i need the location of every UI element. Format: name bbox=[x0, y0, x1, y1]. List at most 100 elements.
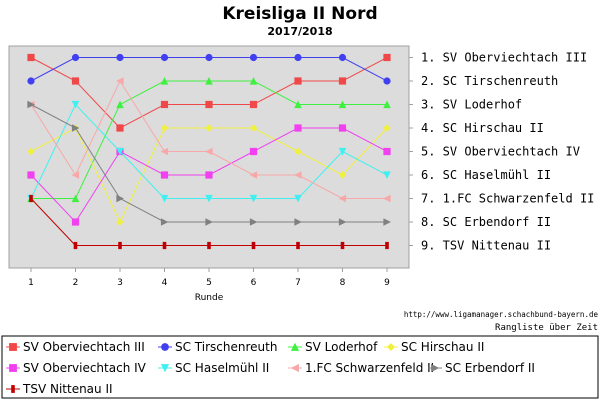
legend-item: TSV Nittenau II bbox=[6, 382, 113, 396]
legend-marker bbox=[290, 342, 300, 351]
rank-label: 8. SC Erbendorf II bbox=[421, 215, 551, 229]
series-point bbox=[160, 124, 169, 132]
series-point bbox=[71, 171, 80, 179]
series-point bbox=[160, 194, 169, 203]
series-point bbox=[116, 218, 124, 226]
series-point bbox=[71, 77, 80, 85]
series-point bbox=[27, 100, 35, 109]
rank-label: 5. SV Oberviechtach IV bbox=[421, 145, 580, 159]
rank-label: 2. SC Tirschenreuth bbox=[421, 74, 558, 88]
series-point bbox=[29, 194, 33, 203]
source-url: http://www.ligamanager.schachbund-bayern… bbox=[404, 310, 599, 319]
series-point bbox=[383, 171, 391, 179]
series-point bbox=[205, 194, 213, 203]
legend-marker bbox=[11, 385, 15, 393]
series-point bbox=[205, 124, 213, 132]
series-point bbox=[160, 218, 169, 226]
rank-label: 4. SC Hirschau II bbox=[421, 121, 544, 135]
series-point bbox=[116, 53, 124, 62]
x-tick-label: 3 bbox=[117, 278, 123, 288]
series-point bbox=[205, 147, 213, 156]
chart-note: Rangliste über Zeit bbox=[495, 323, 598, 333]
x-tick-label: 8 bbox=[340, 278, 346, 288]
legend-label: 1.FC Schwarzenfeld II bbox=[305, 361, 434, 375]
x-tick-label: 6 bbox=[251, 278, 257, 288]
series-point bbox=[27, 147, 35, 156]
series-point bbox=[383, 53, 391, 62]
series-point bbox=[294, 77, 302, 85]
legend-marker bbox=[431, 363, 440, 373]
series-point bbox=[294, 194, 302, 203]
x-tick-label: 1 bbox=[28, 278, 34, 288]
series-point bbox=[338, 77, 347, 85]
series-point bbox=[249, 171, 258, 179]
series-point bbox=[383, 77, 391, 85]
series-point bbox=[294, 100, 302, 109]
legend-item: SV Oberviechtach III bbox=[6, 340, 145, 354]
series-point bbox=[385, 241, 389, 250]
series-point bbox=[383, 124, 391, 132]
legend-box bbox=[1, 335, 599, 399]
legend-label: SC Hirschau II bbox=[401, 340, 484, 354]
rank-label: 1. SV Oberviechtach III bbox=[421, 51, 587, 65]
legend-marker bbox=[160, 364, 170, 373]
series-point bbox=[383, 100, 391, 109]
series-point bbox=[118, 241, 122, 250]
series-group bbox=[27, 77, 391, 203]
x-tick-label: 5 bbox=[206, 278, 212, 288]
x-tick-label: 9 bbox=[384, 278, 390, 288]
legend-item: SC Haselmühl II bbox=[158, 361, 269, 375]
series-point bbox=[27, 171, 35, 179]
series-point bbox=[116, 77, 124, 85]
series-point bbox=[205, 100, 213, 109]
series-group bbox=[29, 194, 389, 250]
series-point bbox=[249, 124, 258, 132]
series-point bbox=[251, 241, 256, 250]
legend-label: SC Tirschenreuth bbox=[175, 340, 277, 354]
series-point bbox=[249, 147, 258, 156]
legend-marker bbox=[386, 342, 396, 352]
series-point bbox=[205, 171, 213, 179]
series-point bbox=[205, 53, 213, 62]
series-point bbox=[160, 171, 169, 179]
series-point bbox=[249, 218, 258, 226]
series-point bbox=[338, 218, 347, 226]
series-group bbox=[27, 100, 391, 203]
chart-title: Kreisliga II Nord bbox=[222, 4, 377, 24]
legend-item: SC Tirschenreuth bbox=[158, 340, 277, 354]
rank-axis: 1. SV Oberviechtach III 2. SC Tirschenreu… bbox=[408, 46, 594, 268]
series-point bbox=[294, 218, 302, 226]
legend-label: TSV Nittenau II bbox=[22, 382, 113, 396]
legend-item: 1.FC Schwarzenfeld II bbox=[288, 361, 434, 375]
series-point bbox=[205, 218, 213, 226]
series-point bbox=[205, 77, 213, 85]
series-point bbox=[294, 171, 302, 179]
series-point bbox=[207, 241, 211, 250]
series-point bbox=[116, 124, 124, 132]
series-point bbox=[160, 100, 169, 109]
legend-item: SC Erbendorf II bbox=[428, 361, 535, 375]
series-group bbox=[27, 53, 391, 85]
chart-subtitle: 2017/2018 bbox=[267, 25, 332, 38]
series-point bbox=[116, 100, 124, 109]
x-axis-label: Runde bbox=[195, 293, 224, 303]
x-tick-label: 2 bbox=[73, 278, 79, 288]
series-point bbox=[71, 194, 80, 203]
legend-marker bbox=[161, 343, 169, 351]
legend-label: SC Haselmühl II bbox=[175, 361, 269, 375]
legend: SV Oberviechtach III SC Tirschenreuth SV L… bbox=[6, 340, 535, 396]
series-group bbox=[27, 100, 391, 226]
rank-label: 3. SV Loderhof bbox=[421, 98, 522, 112]
series-point bbox=[383, 218, 391, 226]
legend-marker bbox=[9, 364, 17, 372]
series-point bbox=[116, 147, 124, 156]
series-point bbox=[383, 147, 391, 156]
rank-label: 6. SC Haselmühl II bbox=[421, 168, 551, 182]
series-point bbox=[294, 53, 302, 62]
series-point bbox=[249, 53, 258, 62]
series-point bbox=[160, 147, 169, 156]
legend-item: SV Loderhof bbox=[288, 340, 378, 354]
legend-label: SV Loderhof bbox=[305, 340, 378, 354]
rank-label: 9. TSV Nittenau II bbox=[421, 239, 551, 253]
